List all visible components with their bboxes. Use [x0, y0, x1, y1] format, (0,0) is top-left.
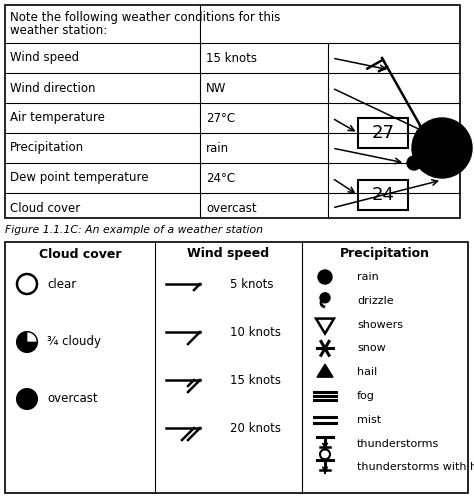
Text: rain: rain	[357, 272, 379, 282]
Circle shape	[17, 274, 37, 294]
Text: 24: 24	[372, 186, 394, 204]
Text: 20 knots: 20 knots	[230, 421, 281, 434]
Bar	[5, 5, 460, 218]
Circle shape	[17, 332, 37, 352]
Text: ¾ cloudy: ¾ cloudy	[47, 335, 101, 348]
Circle shape	[320, 293, 330, 303]
Text: Note the following weather conditions for this: Note the following weather conditions fo…	[10, 10, 281, 23]
Text: Figure 1.1.1C: An example of a weather station: Figure 1.1.1C: An example of a weather s…	[5, 225, 263, 235]
Text: 15 knots: 15 knots	[206, 52, 257, 65]
Circle shape	[17, 389, 37, 409]
Text: 10 knots: 10 knots	[230, 326, 281, 338]
Text: Cloud cover: Cloud cover	[39, 248, 121, 260]
Bar	[358, 118, 408, 148]
Text: snow: snow	[357, 343, 386, 353]
Text: hail: hail	[357, 367, 377, 377]
Text: Precipitation: Precipitation	[340, 248, 430, 260]
Text: Wind direction: Wind direction	[10, 82, 95, 94]
Text: thunderstorms with hail: thunderstorms with hail	[357, 462, 474, 472]
Text: 27°C: 27°C	[206, 111, 235, 125]
Text: showers: showers	[357, 320, 403, 330]
Text: mist: mist	[357, 414, 381, 425]
Text: fog: fog	[357, 391, 375, 401]
Text: 27: 27	[372, 124, 394, 142]
Wedge shape	[27, 332, 37, 342]
Text: rain: rain	[206, 142, 229, 155]
Text: Dew point temperature: Dew point temperature	[10, 171, 148, 184]
Circle shape	[320, 449, 330, 459]
Text: thunderstorms: thunderstorms	[357, 438, 439, 448]
Text: 15 knots: 15 knots	[230, 374, 281, 387]
Text: NW: NW	[206, 82, 227, 94]
Circle shape	[412, 118, 472, 178]
Circle shape	[318, 270, 332, 284]
Text: clear: clear	[47, 277, 76, 291]
Text: overcast: overcast	[47, 393, 98, 406]
Text: overcast: overcast	[206, 201, 256, 215]
Text: Wind speed: Wind speed	[187, 248, 270, 260]
Polygon shape	[317, 364, 333, 377]
Text: Precipitation: Precipitation	[10, 142, 84, 155]
Text: 5 knots: 5 knots	[230, 277, 273, 291]
Text: 24°C: 24°C	[206, 171, 235, 184]
Text: Cloud cover: Cloud cover	[10, 201, 80, 215]
Bar	[358, 180, 408, 210]
Text: weather station:: weather station:	[10, 24, 107, 37]
Circle shape	[407, 156, 421, 170]
Bar	[5, 242, 468, 493]
Text: Air temperature: Air temperature	[10, 111, 105, 125]
Text: Wind speed: Wind speed	[10, 52, 79, 65]
Text: drizzle: drizzle	[357, 296, 393, 306]
